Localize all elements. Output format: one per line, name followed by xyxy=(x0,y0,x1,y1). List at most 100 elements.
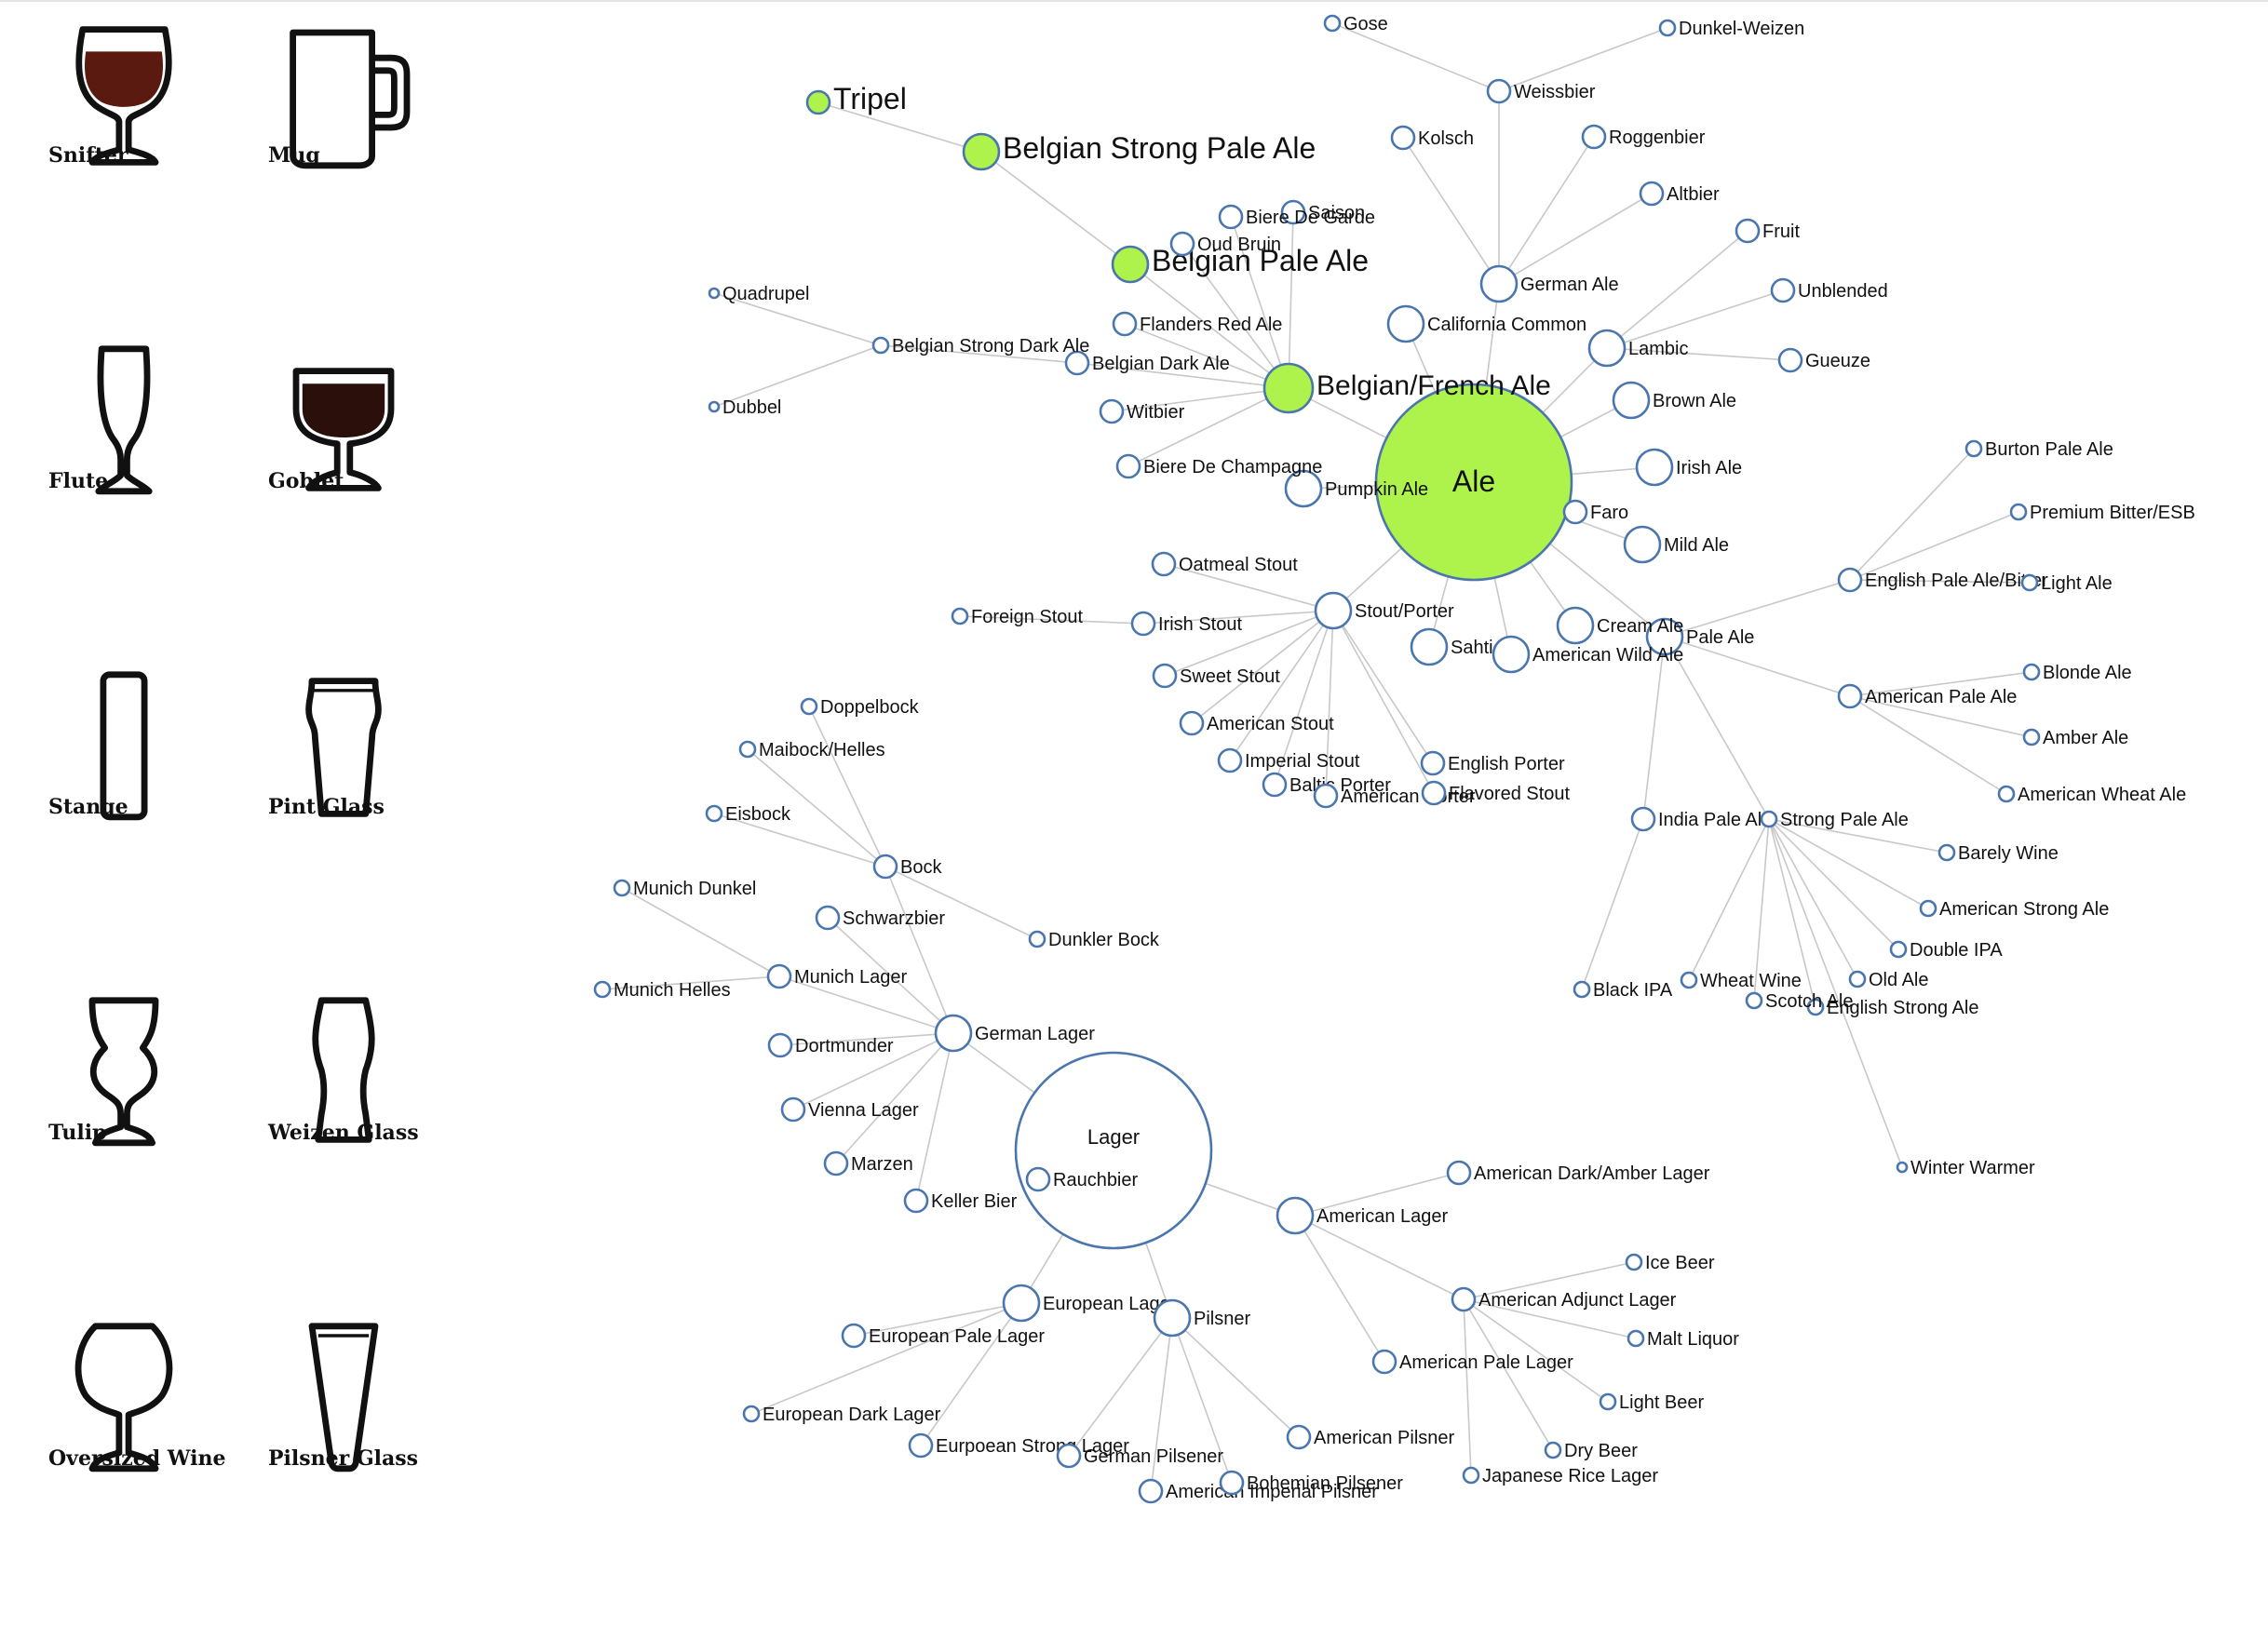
node-circle[interactable] xyxy=(1625,1253,1643,1271)
node-belgian-strong-pale-ale[interactable]: Belgian Strong Pale Ale xyxy=(962,131,1316,171)
node-circle[interactable] xyxy=(1420,750,1446,776)
glass-stange[interactable]: Stange xyxy=(0,659,214,975)
node-circle[interactable] xyxy=(1323,14,1342,33)
node-circle[interactable] xyxy=(800,697,818,716)
node-english-porter[interactable]: English Porter xyxy=(1420,750,1565,776)
node-circle[interactable] xyxy=(2022,663,2041,681)
node-altbier[interactable]: Altbier xyxy=(1639,181,1720,207)
node-circle[interactable] xyxy=(1371,1349,1397,1375)
node-circle[interactable] xyxy=(1111,245,1150,284)
node-circle[interactable] xyxy=(1028,930,1046,948)
node-japanese-rice-lager[interactable]: Japanese Rice Lager xyxy=(1462,1466,1658,1486)
node-circle[interactable] xyxy=(1276,1196,1315,1235)
node-circle[interactable] xyxy=(1680,971,1698,989)
node-kolsch[interactable]: Kolsch xyxy=(1390,125,1474,151)
node-circle[interactable] xyxy=(593,980,612,999)
node-circle[interactable] xyxy=(1587,329,1627,368)
node-california-common[interactable]: California Common xyxy=(1386,304,1586,343)
node-circle[interactable] xyxy=(1919,899,1937,918)
node-american-pale-ale[interactable]: American Pale Ale xyxy=(1837,683,2017,709)
node-german-ale[interactable]: German Ale xyxy=(1479,264,1619,303)
node-circle[interactable] xyxy=(1002,1284,1041,1323)
node-circle[interactable] xyxy=(1138,1478,1164,1504)
glass-flute[interactable]: Flute xyxy=(0,333,214,650)
node-circle[interactable] xyxy=(1645,617,1684,656)
node-bohemian-pilsener[interactable]: Bohemian Pilsener xyxy=(1219,1470,1403,1496)
node-irish-stout[interactable]: Irish Stout xyxy=(1130,611,1242,637)
node-circle[interactable] xyxy=(767,1032,793,1058)
node-american-lager[interactable]: American Lager xyxy=(1276,1196,1449,1235)
node-circle[interactable] xyxy=(1544,1441,1562,1459)
node-circle[interactable] xyxy=(1115,453,1141,479)
node-circle[interactable] xyxy=(1556,606,1595,645)
node-circle[interactable] xyxy=(1623,525,1662,564)
node-mild-ale[interactable]: Mild Ale xyxy=(1623,525,1729,564)
node-amber-ale[interactable]: Amber Ale xyxy=(2022,728,2128,748)
node-flanders-red-ale[interactable]: Flanders Red Ale xyxy=(1112,311,1282,337)
node-circle[interactable] xyxy=(1937,843,1956,862)
node-premium-bitter-esb[interactable]: Premium Bitter/ESB xyxy=(2009,503,2195,523)
node-circle[interactable] xyxy=(708,400,721,413)
node-circle[interactable] xyxy=(1313,783,1339,809)
node-circle[interactable] xyxy=(934,1014,973,1053)
glass-pilsner[interactable]: Pilsner Glass xyxy=(220,1311,434,1627)
node-india-pale-ale[interactable]: India Pale Ale xyxy=(1630,806,1772,832)
node-foreign-stout[interactable]: Foreign Stout xyxy=(951,607,1084,627)
node-circle[interactable] xyxy=(2009,503,2028,521)
node-dunkel-weizen[interactable]: Dunkel-Weizen xyxy=(1658,19,1804,39)
node-circle[interactable] xyxy=(1262,362,1315,414)
node-circle[interactable] xyxy=(1451,1286,1477,1312)
node-quadrupel[interactable]: Quadrupel xyxy=(708,284,809,304)
node-american-strong-ale[interactable]: American Strong Ale xyxy=(1919,899,2109,920)
node-circle[interactable] xyxy=(1997,785,2016,803)
glass-pint[interactable]: Pint Glass xyxy=(220,659,434,975)
node-imperial-stout[interactable]: Imperial Stout xyxy=(1217,747,1360,773)
node-circle[interactable] xyxy=(1314,591,1353,630)
node-irish-ale[interactable]: Irish Ale xyxy=(1635,448,1742,487)
node-brown-ale[interactable]: Brown Ale xyxy=(1612,381,1736,420)
node-lager[interactable]: Lager xyxy=(1014,1051,1213,1250)
node-circle[interactable] xyxy=(1760,810,1778,828)
node-american-stout[interactable]: American Stout xyxy=(1179,710,1334,736)
node-circle[interactable] xyxy=(1479,264,1519,303)
node-circle[interactable] xyxy=(1218,204,1244,230)
glass-weizen[interactable]: Weizen Glass xyxy=(220,985,434,1301)
beer-style-network[interactable]: Ale Lager Belgian/French Ale Stout/Porter Pa… xyxy=(0,0,2268,1549)
node-oatmeal-stout[interactable]: Oatmeal Stout xyxy=(1151,551,1298,577)
node-circle[interactable] xyxy=(1581,124,1607,150)
node-vienna-lager[interactable]: Vienna Lager xyxy=(780,1096,919,1123)
node-winter-warmer[interactable]: Winter Warmer xyxy=(1896,1158,2035,1178)
node-circle[interactable] xyxy=(1599,1392,1617,1411)
node-wheat-wine[interactable]: Wheat Wine xyxy=(1680,971,1802,991)
node-belgian-french-ale[interactable]: Belgian/French Ale xyxy=(1262,362,1551,414)
node-circle[interactable] xyxy=(1462,1466,1480,1485)
node-circle[interactable] xyxy=(815,905,841,931)
node-eisbock[interactable]: Eisbock xyxy=(705,804,791,825)
node-circle[interactable] xyxy=(1735,218,1761,244)
node-circle[interactable] xyxy=(1658,19,1677,37)
node-dubbel[interactable]: Dubbel xyxy=(708,397,781,418)
node-biere-de-garde[interactable]: Biere De Garde xyxy=(1218,204,1375,230)
node-circle[interactable] xyxy=(1492,635,1531,674)
node-american-pilsner[interactable]: American Pilsner xyxy=(1286,1424,1455,1450)
node-circle[interactable] xyxy=(1262,772,1288,798)
node-fruit[interactable]: Fruit xyxy=(1735,218,1800,244)
node-blonde-ale[interactable]: Blonde Ale xyxy=(2022,663,2132,683)
node-doppelbock[interactable]: Doppelbock xyxy=(800,697,920,718)
node-malt-liquor[interactable]: Malt Liquor xyxy=(1627,1329,1739,1350)
node-circle[interactable] xyxy=(1286,1424,1312,1450)
node-circle[interactable] xyxy=(780,1096,806,1123)
node-keller-bier[interactable]: Keller Bier xyxy=(903,1188,1018,1214)
node-circle[interactable] xyxy=(841,1323,867,1349)
glass-oversized-wine[interactable]: Oversized Wine xyxy=(0,1311,225,1627)
node-circle[interactable] xyxy=(908,1432,934,1459)
node-circle[interactable] xyxy=(1806,998,1825,1016)
node-burton-pale-ale[interactable]: Burton Pale Ale xyxy=(1964,439,2113,460)
node-german-lager[interactable]: German Lager xyxy=(934,1014,1095,1053)
node-circle[interactable] xyxy=(1374,383,1573,582)
node-circle[interactable] xyxy=(1446,1160,1472,1186)
node-pale-ale[interactable]: Pale Ale xyxy=(1645,617,1754,656)
node-circle[interactable] xyxy=(705,804,723,823)
node-dry-beer[interactable]: Dry Beer xyxy=(1544,1441,1638,1461)
node-european-dark-lager[interactable]: European Dark Lager xyxy=(742,1405,941,1425)
